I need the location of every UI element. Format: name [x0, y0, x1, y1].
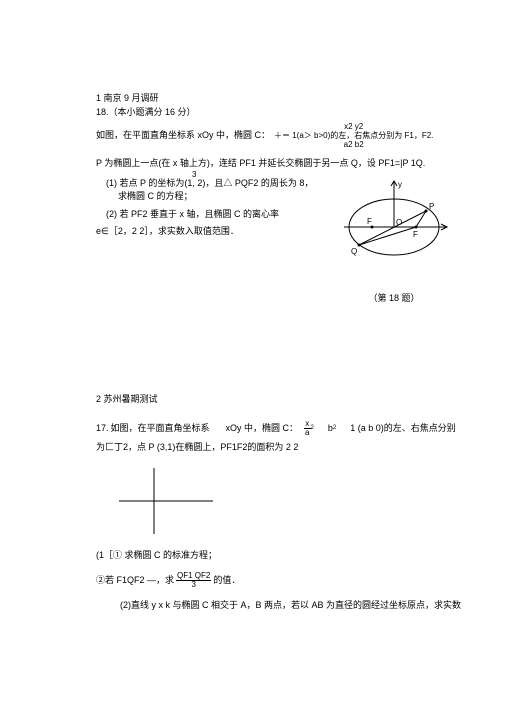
diagram-label-f1: F	[367, 217, 372, 226]
diagram-caption: （第 18 题）	[334, 291, 454, 304]
p1-q1-ask: 求椭圆 C 的方程；	[118, 191, 193, 201]
p1-q1-num: 3	[192, 169, 196, 181]
p1-q2: (2) 若 PF2 垂直于 x 轴，且椭圆 C 的离心率	[96, 208, 326, 222]
p1-q1-row: 3 (1) 若点 P 的坐标为(1, 2)，且△ PQF2 的周长为 8， 求椭…	[96, 177, 326, 204]
p2-sub2: ②若 F1QF2 —，求 QF1 QF2 3 的值．	[96, 572, 476, 589]
p1-intro: 如图，在平面直角坐标系 xOy 中，椭圆 C： x2 y2 ＋＝ 1(a＞ b>…	[96, 123, 476, 149]
p2-line2: 为匚丁2，点 P (3,1)在椭圆上，PF1F2的面积为 2 2	[96, 441, 476, 455]
p1-q2-range: e∈［2，2 2］，求实数入取值范围．	[96, 225, 326, 239]
p2-source: 2 苏州暑期测试	[96, 393, 476, 407]
p1-frac-bot: a2 b2	[274, 141, 433, 150]
ellipse-diagram: y P F F Q O （第 18 题）	[334, 177, 454, 304]
p2-sub2-denom: 3	[176, 581, 211, 589]
p1-line-p: P 为椭圆上一点(在 x 轴上方)，连结 PF1 并延长交椭圆于另一点 Q，设 …	[96, 157, 476, 171]
p2-sub2-frac: QF1 QF2 3	[176, 572, 211, 589]
p2-sub1: (1［① 求椭圆 C 的标准方程；	[96, 549, 476, 563]
p2-sub2-pre: ②若 F1QF2 —，求	[96, 574, 174, 588]
diagram-label-q: Q	[351, 247, 357, 256]
p1-intro-pre: 如图，在平面直角坐标系 xOy 中，椭圆 C：	[96, 129, 270, 143]
p2-number: 17.	[96, 422, 109, 436]
p1-fraction: x2 y2 ＋＝ 1(a＞ b>0)的左，右焦点分别为 F1，F2. a2 b2	[274, 123, 433, 149]
diagram-label-f2: F	[413, 230, 418, 239]
document-page: 1 南京 9 月调研 18.（本小题满分 16 分） 如图，在平面直角坐标系 x…	[96, 92, 476, 617]
axes-diagram	[116, 465, 476, 539]
p1-q1: (1) 若点 P 的坐标为(1, 2)，且△ PQF2 的周长为 8，	[106, 178, 313, 188]
p2-intro: 17. 如图，在平面直角坐标系 xOy 中，椭圆 C： x a 2 b 2 1 …	[96, 420, 476, 437]
p1-number: 18.（本小题满分 16 分）	[96, 106, 476, 120]
p2-frac-exp: 2	[311, 424, 314, 433]
diagram-label-y: y	[398, 180, 402, 189]
p2-intro-post: 1 (a b 0)的左、右焦点分别	[350, 422, 456, 436]
p1-body-with-diagram: 3 (1) 若点 P 的坐标为(1, 2)，且△ PQF2 的周长为 8， 求椭…	[96, 177, 476, 239]
p2-intro-pre: 如图，在平面直角坐标系	[111, 422, 210, 436]
diagram-label-p: P	[429, 202, 434, 211]
p2-intro-mid: xOy 中，椭圆 C：	[226, 422, 299, 436]
diagram-label-o: O	[396, 218, 402, 227]
p2-sub2-post: 的值．	[213, 574, 240, 588]
p1-source: 1 南京 9 月调研	[96, 92, 476, 106]
p2-sub3: (2)直线 y x k 与椭圆 C 相交于 A，B 两点，若以 AB 为直径的圆…	[96, 599, 476, 613]
p2-b-exp: 2	[333, 424, 336, 433]
